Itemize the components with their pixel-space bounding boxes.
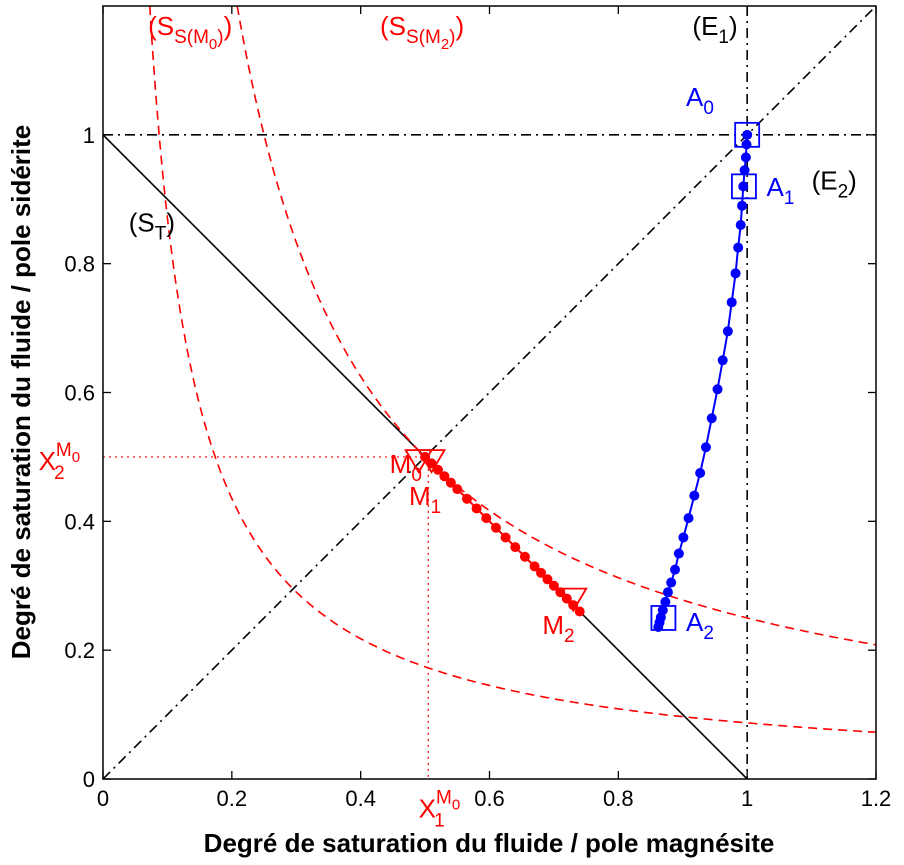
x-tick-label: 0.4	[345, 786, 376, 811]
series-1-point-10	[722, 326, 733, 337]
x-tick-label: 1	[741, 786, 753, 811]
saturation-curve-1	[149, 6, 876, 733]
annotation-label: (SS(M0))	[148, 11, 232, 53]
square-marker-2	[650, 605, 677, 631]
x-axis-label: Degré de saturation du fluide / pole mag…	[204, 828, 775, 858]
series-0-point-9	[490, 522, 501, 533]
series-0-point-12	[519, 551, 530, 562]
annotation-label: (ST)	[129, 207, 175, 244]
series-1-point-4	[738, 181, 749, 192]
x-tick-label: 0	[97, 786, 109, 811]
x-tick-label: 1.2	[861, 786, 892, 811]
x-tick-label: 0.2	[217, 786, 248, 811]
series-1-point-14	[700, 442, 711, 453]
series-0-point-11	[510, 542, 521, 553]
series-0-point-1	[426, 458, 437, 469]
square-marker-0	[734, 121, 761, 148]
series-0-point-7	[471, 503, 482, 514]
annotation-label: A2	[686, 607, 714, 644]
series-1-point-3	[739, 165, 750, 176]
x-tick-label: 0.8	[603, 786, 634, 811]
series-0-point-0	[420, 451, 431, 462]
series-0-point-15	[542, 574, 553, 585]
triangle-marker-5	[558, 587, 588, 613]
annotation-label: XM0 2	[39, 440, 81, 484]
series-0-point-10	[500, 532, 511, 543]
series-1-point-19	[673, 548, 684, 559]
series-0-point-4	[445, 477, 456, 488]
y-tick-label: 0.4	[64, 509, 95, 534]
y-tick-label: 0.8	[64, 252, 95, 277]
y-axis-label: Degré de saturation du fluide / pole sid…	[6, 125, 36, 660]
series-1-point-18	[678, 532, 689, 543]
annotation-label: (E1)	[692, 11, 737, 48]
series-1-point-9	[726, 297, 737, 308]
series-1-point-8	[730, 268, 741, 279]
square-marker-1	[731, 173, 757, 200]
annotation-label: XM0 1	[419, 788, 461, 832]
y-tick-label: 0.2	[64, 638, 95, 663]
series-1-point-21	[666, 577, 677, 588]
annotation-label: (E2)	[812, 166, 857, 203]
series-1-point-16	[689, 490, 700, 501]
triangle-marker-4	[416, 449, 447, 474]
series-1-point-5	[737, 200, 748, 211]
series-0-point-16	[548, 580, 559, 591]
series-0-point-20	[574, 606, 585, 617]
annotation-label: (SS(M2))	[380, 11, 464, 53]
y-tick-label: 0	[83, 767, 95, 792]
series-1-point-22	[662, 587, 673, 598]
series-0-point-5	[452, 484, 463, 495]
series-1-point-12	[712, 384, 723, 395]
series-1-point-1	[741, 139, 752, 150]
series-1-point-6	[735, 220, 746, 231]
annotation-label: M1	[409, 481, 441, 518]
series-1-point-0	[742, 129, 753, 140]
annotation-label: M0	[390, 449, 422, 486]
annotation-label: A0	[686, 82, 714, 119]
series-1-point-17	[683, 513, 694, 524]
series-0-point-8	[481, 513, 492, 524]
series-1-point-20	[670, 564, 681, 575]
series-1-point-15	[695, 468, 706, 479]
series-1-point-11	[717, 355, 728, 366]
y-tick-label: 0.6	[64, 381, 95, 406]
series-1-point-13	[706, 413, 717, 424]
series-0-point-6	[461, 493, 472, 504]
annotation-label: M2	[542, 610, 574, 647]
annotation-label: A1	[766, 172, 794, 209]
y-tick-label: 1	[83, 123, 95, 148]
x-tick-label: 0.6	[474, 786, 505, 811]
series-1-point-7	[733, 242, 744, 253]
series-0-point-3	[439, 471, 450, 482]
series-0-point-13	[529, 561, 540, 572]
series-0-point-2	[432, 464, 443, 475]
series-1-point-23	[660, 596, 671, 607]
series-1-point-2	[740, 152, 751, 163]
series-0-point-14	[536, 567, 547, 578]
